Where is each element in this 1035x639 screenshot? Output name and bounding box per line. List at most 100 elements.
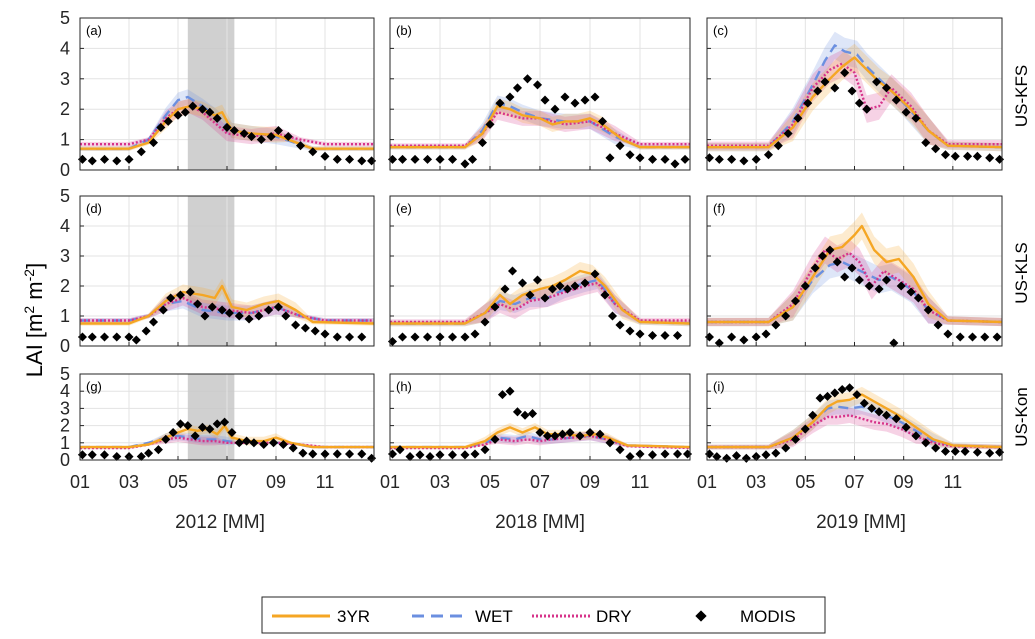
labels-layer: LAI [m2 m-2] 2012 [MM] 2018 [MM] 2019 [M… <box>21 65 1031 533</box>
y-tick-label: 3 <box>60 398 70 418</box>
ylabel-sup1: 2 <box>21 306 37 314</box>
uncertainty-band-wet <box>390 271 690 327</box>
legend-label-dry: DRY <box>596 607 632 626</box>
modis-point <box>837 384 847 395</box>
panel-label: (d) <box>86 201 102 216</box>
series-line-wet <box>707 260 1003 324</box>
modis-point <box>398 154 408 164</box>
y-tick-label: 4 <box>60 216 70 236</box>
modis-point <box>565 427 575 438</box>
x-tick-label: 09 <box>266 472 286 492</box>
modis-point <box>144 448 154 458</box>
y-tick-label: 0 <box>60 336 70 356</box>
uncertainty-band-wet <box>707 31 1002 152</box>
y-tick-label: 5 <box>60 364 70 384</box>
modis-point <box>580 95 590 105</box>
modis-point <box>820 77 830 87</box>
modis-point <box>448 154 458 164</box>
x-tick-label: 03 <box>119 472 139 492</box>
modis-point <box>99 450 109 460</box>
modis-point <box>722 453 732 463</box>
modis-point <box>773 141 783 151</box>
ylabel-sup2: -2 <box>21 269 37 282</box>
series-line-wet <box>80 434 374 449</box>
panel-b: (b) <box>388 17 691 171</box>
modis-point <box>345 154 355 164</box>
modis-point <box>739 156 749 166</box>
modis-point <box>212 419 222 429</box>
modis-point <box>881 410 892 420</box>
modis-point <box>972 151 982 161</box>
panel-label: (f) <box>713 201 725 216</box>
modis-point <box>625 452 635 462</box>
series-line-3yr <box>80 284 375 325</box>
modis-point <box>605 438 615 448</box>
modis-point <box>712 452 722 462</box>
modis-point <box>560 92 570 102</box>
x-tick-label: 07 <box>530 472 550 492</box>
series-line-3yr <box>80 424 374 449</box>
modis-point <box>256 135 266 145</box>
uncertainty-band-dry <box>390 274 690 325</box>
modis-point <box>635 153 645 163</box>
modis-point <box>741 453 751 463</box>
modis-point <box>173 110 183 120</box>
modis-point <box>862 104 872 114</box>
modis-point <box>136 147 146 157</box>
modis-point <box>859 398 869 408</box>
legend-swatch-modis <box>695 610 707 622</box>
xlabel-col-1: 2012 [MM] <box>175 512 265 533</box>
modis-point <box>992 332 1002 342</box>
uncertainty-band-wet <box>390 95 690 150</box>
panel-label: (i) <box>713 379 725 394</box>
modis-point <box>207 302 217 312</box>
modis-point <box>800 424 810 434</box>
modis-point <box>188 101 198 111</box>
legend-label-modis: MODIS <box>740 607 796 626</box>
modis-point <box>933 320 943 330</box>
modis-point <box>921 138 931 148</box>
modis-point <box>423 154 433 164</box>
modis-point <box>193 299 203 309</box>
modis-point <box>808 410 818 420</box>
modis-point <box>540 95 550 105</box>
series-line-dry <box>707 248 1003 324</box>
legend: 3YR WET DRY MODIS <box>261 596 826 634</box>
x-tick-label: 05 <box>480 472 500 492</box>
ylabel-end: ] <box>22 263 47 269</box>
modis-point <box>901 107 911 117</box>
uncertainty-band-3yr <box>707 386 1002 450</box>
modis-point <box>763 150 773 160</box>
modis-point <box>940 150 950 160</box>
modis-point <box>660 449 670 459</box>
x-tick-label: 05 <box>168 472 188 492</box>
y-tick-label: 4 <box>60 38 70 58</box>
x-tick-label: 01 <box>380 472 400 492</box>
legend-label-3yr: 3YR <box>337 607 370 626</box>
xlabel-col-3: 2019 [MM] <box>816 512 906 533</box>
panel-label: (c) <box>713 23 728 38</box>
series-line-wet <box>390 434 691 449</box>
modis-point <box>520 410 530 420</box>
modis-point <box>635 449 645 459</box>
x-tick-label: 01 <box>697 472 717 492</box>
site-label-row-3: US-Kon <box>1012 387 1031 447</box>
modis-point <box>615 445 625 455</box>
modis-point <box>960 446 970 456</box>
modis-point <box>112 156 122 166</box>
x-tick-label: 11 <box>631 472 650 492</box>
modis-point <box>585 427 595 438</box>
x-tick-label: 11 <box>316 472 335 492</box>
x-tick-label: 05 <box>795 472 815 492</box>
series-line-3yr <box>707 56 1003 149</box>
y-tick-label: 5 <box>60 8 70 28</box>
series-line-3yr <box>707 224 1003 324</box>
y-tick-label: 1 <box>60 130 70 150</box>
y-tick-label: 1 <box>60 433 70 453</box>
panel-h: 01 03 05 07 09 11 (h) <box>380 373 693 492</box>
modis-point <box>528 409 538 419</box>
y-axis-label: LAI [m2 m-2] <box>21 263 47 377</box>
modis-point <box>87 156 97 166</box>
